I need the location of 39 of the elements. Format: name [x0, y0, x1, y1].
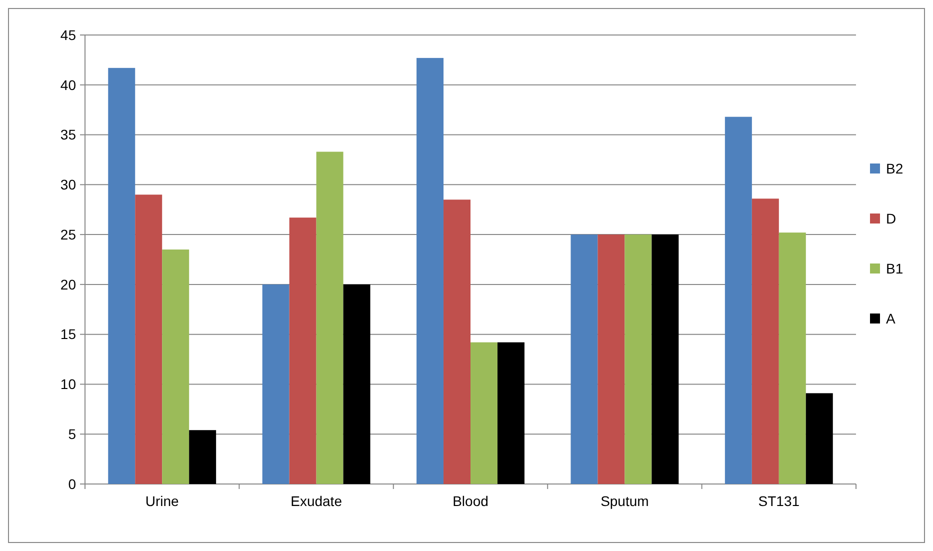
bar [724, 116, 752, 484]
x-tick-label: Blood [452, 493, 488, 509]
bar [470, 342, 498, 484]
bar [752, 198, 779, 484]
y-tick-label: 0 [68, 476, 76, 492]
bar [598, 234, 625, 484]
legend-label: B2 [886, 160, 904, 176]
y-tick-label: 20 [60, 276, 76, 292]
bar [416, 58, 444, 484]
legend-label: D [886, 210, 896, 226]
x-tick-label: Urine [145, 493, 180, 509]
bar [189, 430, 216, 484]
y-tick-label: 45 [60, 26, 76, 43]
bar [778, 232, 806, 484]
bar [806, 393, 833, 484]
bar [343, 284, 370, 484]
legend-label: A [886, 310, 896, 326]
bar [444, 200, 470, 484]
bar [108, 68, 136, 484]
bar [135, 194, 162, 484]
y-tick-label: 25 [60, 226, 76, 242]
y-tick-label: 30 [60, 176, 76, 193]
bar [162, 250, 190, 484]
bar [570, 234, 598, 484]
bar [624, 234, 652, 484]
y-tick-label: 35 [60, 126, 76, 143]
bar [289, 218, 316, 484]
bar [262, 284, 290, 484]
x-tick-label: ST131 [758, 493, 800, 509]
legend-label: B1 [886, 260, 904, 276]
bar [652, 234, 679, 484]
y-tick-label: 5 [68, 426, 76, 442]
y-tick-label: 40 [60, 76, 76, 93]
bar [316, 152, 344, 484]
bar [497, 342, 524, 484]
y-tick-label: 15 [60, 326, 76, 342]
x-tick-label: Sputum [600, 493, 649, 509]
y-tick-label: 10 [60, 376, 76, 392]
x-tick-label: Exudate [290, 493, 342, 509]
